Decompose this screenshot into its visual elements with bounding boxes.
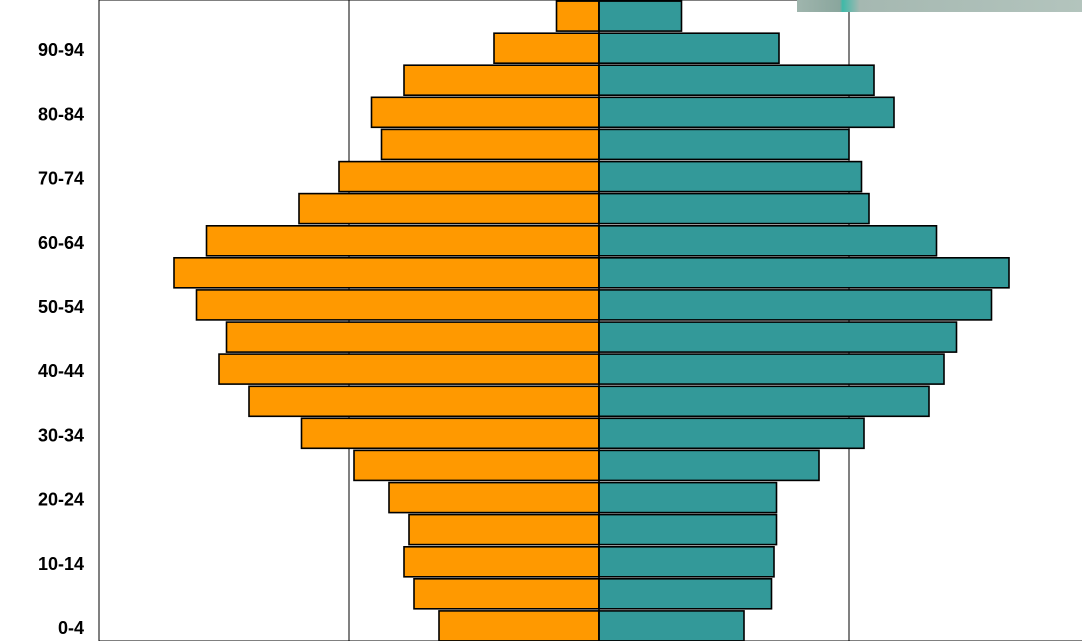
left-bar-5 <box>353 449 600 482</box>
right-bar-19 <box>598 0 683 32</box>
left-bar-0 <box>438 610 600 641</box>
left-bar-9 <box>225 321 600 353</box>
left-bar-13 <box>298 192 600 225</box>
left-bar-10 <box>195 289 600 321</box>
right-bar-1 <box>598 577 773 610</box>
left-bar-11 <box>173 256 600 289</box>
y-tick-label: 20-24 <box>38 490 84 510</box>
right-bar-9 <box>598 321 958 353</box>
left-bar-17 <box>403 64 600 96</box>
photo-fragment <box>797 0 1082 12</box>
left-bar-16 <box>370 96 600 129</box>
right-bar-15 <box>598 128 850 161</box>
bars <box>173 0 1010 641</box>
left-bar-4 <box>388 481 600 514</box>
right-bar-2 <box>598 545 775 578</box>
right-bar-11 <box>598 256 1010 289</box>
right-bar-4 <box>598 481 778 514</box>
left-bar-6 <box>300 417 600 450</box>
right-bar-5 <box>598 449 820 482</box>
left-bar-14 <box>338 160 600 193</box>
y-axis-labels: 0-4 10-14 20-24 30-34 40-44 50-54 60-64 70-74 80… <box>38 40 84 638</box>
right-bar-6 <box>598 417 865 450</box>
right-bar-10 <box>598 289 993 321</box>
y-tick-label: 10-14 <box>38 554 84 574</box>
right-bar-8 <box>598 353 945 385</box>
right-bar-18 <box>598 32 780 65</box>
right-bar-17 <box>598 64 875 96</box>
y-tick-label: 70-74 <box>38 169 84 189</box>
y-tick-label: 60-64 <box>38 233 84 253</box>
right-bar-14 <box>598 160 863 193</box>
right-bar-12 <box>598 225 938 257</box>
left-bar-8 <box>218 353 600 385</box>
y-tick-label: 0-4 <box>58 618 84 638</box>
y-tick-label: 80-84 <box>38 104 84 124</box>
right-bar-0 <box>598 610 745 641</box>
left-bar-3 <box>408 513 600 546</box>
left-bar-1 <box>413 577 600 610</box>
left-bar-7 <box>248 385 600 418</box>
right-bar-13 <box>598 192 870 225</box>
right-bar-3 <box>598 513 778 546</box>
y-tick-label: 40-44 <box>38 361 84 381</box>
y-tick-label: 90-94 <box>38 40 84 60</box>
left-bar-12 <box>205 225 600 257</box>
right-bar-16 <box>598 96 895 129</box>
left-bar-19 <box>555 0 600 32</box>
right-bar-7 <box>598 385 930 418</box>
left-bar-15 <box>380 128 600 161</box>
y-tick-label: 30-34 <box>38 425 84 445</box>
y-tick-label: 50-54 <box>38 297 84 317</box>
left-bar-2 <box>403 545 600 578</box>
left-bar-18 <box>493 32 600 65</box>
